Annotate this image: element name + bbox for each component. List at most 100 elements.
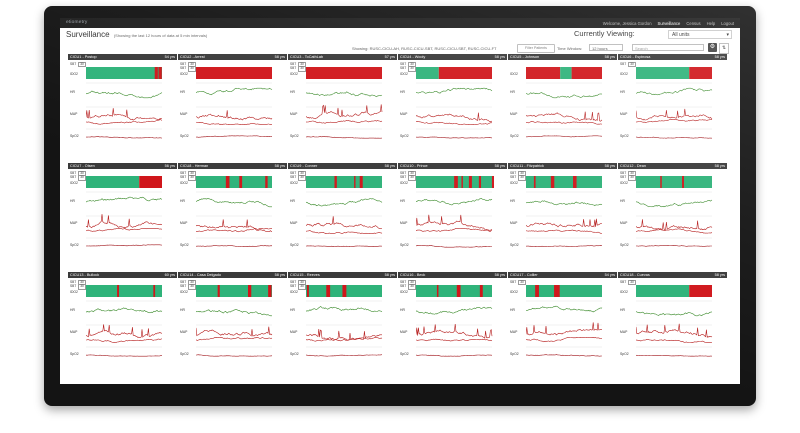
patient-header[interactable]: CICU8 - Herman 58 yrs (178, 163, 287, 169)
vitals-chart[interactable] (306, 176, 395, 266)
spo2-label: SpO2 (620, 134, 629, 138)
patient-name: CICU7 - Olsen (70, 164, 95, 168)
patient-age: 58 yrs (274, 55, 285, 59)
risk-segment (86, 285, 162, 297)
sbt-label: SBT (620, 279, 627, 284)
patient-panel[interactable]: CICU11 - Fitzpatrick 58 yrs SBT 30 SBT 30 IDO2… (508, 163, 617, 270)
sbt-badge[interactable]: 30 (78, 175, 86, 181)
patient-header[interactable]: CICU14 - Casa Delgado 58 yrs (178, 272, 287, 278)
patient-header[interactable]: CICU1 - Postop 54 yrs (68, 54, 177, 60)
vitals-chart[interactable] (86, 67, 175, 157)
patient-header[interactable]: CICU13 - Bullock 60 yrs (68, 272, 177, 278)
patient-panel[interactable]: CICU18 - Cuevas 58 yrs SBT 30 IDO2 HR MAP SpO2 (618, 272, 727, 379)
patient-panel[interactable]: CICU17 - Collier 54 yrs SBT 30 IDO2 HR MAP SpO2 (508, 272, 617, 379)
vitals-chart[interactable] (526, 285, 615, 375)
patient-header[interactable]: CICU12 - Dean 58 yrs (618, 163, 727, 169)
sbt-badge[interactable]: 30 (408, 284, 416, 290)
patient-header[interactable]: CICU7 - Olsen 56 yrs (68, 163, 177, 169)
sbt-badge[interactable]: 30 (298, 284, 306, 290)
patient-header[interactable]: CICU6 - Espinosa 58 yrs (618, 54, 727, 60)
patient-header[interactable]: CICU10 - Prince 58 yrs (398, 163, 507, 169)
sbt-badge[interactable]: 30 (408, 66, 416, 72)
patient-name: CICU9 - Conner (290, 164, 318, 168)
sbt-badge[interactable]: 30 (188, 175, 196, 181)
unit-select[interactable]: All units (668, 30, 732, 40)
filter-patients-button[interactable]: Filter Patients (517, 44, 555, 53)
vitals-chart[interactable] (636, 285, 725, 375)
patient-header[interactable]: CICU9 - Conner 58 yrs (288, 163, 397, 169)
vitals-chart[interactable] (636, 176, 725, 266)
hr-trace (306, 91, 383, 98)
patient-header[interactable]: CICU15 - Reeves 58 yrs (288, 272, 397, 278)
time-window-select[interactable]: 12 hours (589, 44, 623, 51)
patient-header[interactable]: CICU16 - Beck 58 yrs (398, 272, 507, 278)
patient-panel[interactable]: CICU6 - Espinosa 58 yrs SBT 30 IDO2 HR MAP SpO2 (618, 54, 727, 161)
sbt-badge[interactable]: 30 (78, 284, 86, 290)
nav-help[interactable]: Help (706, 20, 716, 26)
patient-panel[interactable]: CICU16 - Beck 58 yrs SBT 30 SBT 30 IDO2 HR MAP Sp… (398, 272, 507, 379)
sbt-badge[interactable]: 30 (188, 284, 196, 290)
patient-header[interactable]: CICU2 - Arrest 58 yrs (178, 54, 287, 60)
patient-header[interactable]: CICU18 - Cuevas 58 yrs (618, 272, 727, 278)
patient-panel[interactable]: CICU8 - Herman 58 yrs SBT 30 SBT 30 IDO2 HR MAP S… (178, 163, 287, 270)
patient-panel[interactable]: CICU1 - Postop 54 yrs SBT 30 IDO2 HR MAP SpO2 (68, 54, 177, 161)
patient-age: 58 yrs (604, 55, 615, 59)
vitals-chart[interactable] (416, 176, 505, 266)
sbt-badge[interactable]: 30 (78, 61, 86, 68)
vitals-chart[interactable] (196, 67, 285, 157)
risk-segment (265, 176, 268, 188)
map-label: MAP (510, 330, 518, 334)
vitals-chart[interactable] (526, 176, 615, 266)
hr-label: HR (180, 90, 185, 94)
sbt-badge[interactable]: 30 (628, 61, 636, 68)
vitals-chart[interactable] (86, 176, 175, 266)
sbt-badge[interactable]: 30 (518, 175, 526, 181)
patient-panel[interactable]: CICU9 - Conner 58 yrs SBT 30 SBT 30 IDO2 HR MAP S… (288, 163, 397, 270)
vitals-chart[interactable] (306, 285, 395, 375)
patient-header[interactable]: CICU3 - ToCathLab 57 yrs (288, 54, 397, 60)
nav-logout[interactable]: Logout (721, 20, 734, 26)
patient-name: CICU3 - ToCathLab (290, 55, 324, 59)
sbt-badge[interactable]: 30 (298, 66, 306, 72)
patient-panel[interactable]: CICU2 - Arrest 58 yrs SBT 30 SBT 30 IDO2 HR MAP S… (178, 54, 287, 161)
patient-header[interactable]: CICU17 - Collier 54 yrs (508, 272, 617, 278)
sbt-badge[interactable]: 30 (188, 66, 196, 72)
nav-surveillance[interactable]: Surveillance (657, 20, 681, 26)
patient-name: CICU4 - Wooly (400, 55, 426, 59)
risk-segment (86, 67, 162, 79)
sbt-label: SBT (70, 61, 77, 66)
patient-panel[interactable]: CICU5 - Johnson 58 yrs IDO2 HR MAP SpO2 (508, 54, 617, 161)
search-input[interactable]: Search (632, 44, 704, 51)
vitals-chart[interactable] (306, 67, 395, 157)
vitals-chart[interactable] (636, 67, 725, 157)
patient-header[interactable]: CICU4 - Wooly 58 yrs (398, 54, 507, 60)
sbt-badge[interactable]: 30 (628, 175, 636, 181)
patient-panel[interactable]: CICU3 - ToCathLab 57 yrs SBT 30 SBT 30 IDO2 HR M… (288, 54, 397, 161)
vitals-chart[interactable] (416, 67, 505, 157)
patient-header[interactable]: CICU5 - Johnson 58 yrs (508, 54, 617, 60)
vitals-chart[interactable] (86, 285, 175, 375)
vitals-chart[interactable] (196, 285, 285, 375)
patient-panel[interactable]: CICU4 - Wooly 58 yrs SBT 30 SBT 30 IDO2 HR MAP Sp… (398, 54, 507, 161)
sort-icon[interactable]: ⇅ (719, 43, 729, 54)
sbt-badge[interactable]: 30 (518, 279, 526, 286)
patient-panel[interactable]: CICU14 - Casa Delgado 58 yrs SBT 30 SBT 30 IDO… (178, 272, 287, 379)
sbt-badge[interactable]: 30 (298, 175, 306, 181)
vitals-chart[interactable] (416, 285, 505, 375)
patient-panel[interactable]: CICU10 - Prince 58 yrs SBT 30 SBT 30 IDO2 HR MAP… (398, 163, 507, 270)
patient-panel[interactable]: CICU12 - Dean 58 yrs SBT 30 SBT 30 IDO2 HR MAP Sp… (618, 163, 727, 270)
patient-header[interactable]: CICU11 - Fitzpatrick 58 yrs (508, 163, 617, 169)
risk-segment (550, 176, 555, 188)
sbt-badge[interactable]: 30 (628, 279, 636, 286)
showing-text: Showing: RUSC-CICU-AH, RUSC-CICU-SBT, RU… (352, 46, 497, 51)
gear-icon[interactable]: ⚙ (708, 43, 717, 52)
hr-label: HR (510, 199, 515, 203)
vitals-chart[interactable] (526, 67, 615, 157)
patient-panel[interactable]: CICU7 - Olsen 56 yrs SBT 30 SBT 30 IDO2 HR MAP Sp… (68, 163, 177, 270)
vitals-chart[interactable] (196, 176, 285, 266)
sbt-badge[interactable]: 30 (408, 175, 416, 181)
patient-panel[interactable]: CICU13 - Bullock 60 yrs SBT 30 SBT 30 IDO2 HR MA… (68, 272, 177, 379)
nav-census[interactable]: Census (686, 20, 701, 26)
patient-panel[interactable]: CICU15 - Reeves 58 yrs SBT 30 SBT 30 IDO2 HR MAP… (288, 272, 397, 379)
time-window-label: Time Window: (557, 46, 583, 51)
